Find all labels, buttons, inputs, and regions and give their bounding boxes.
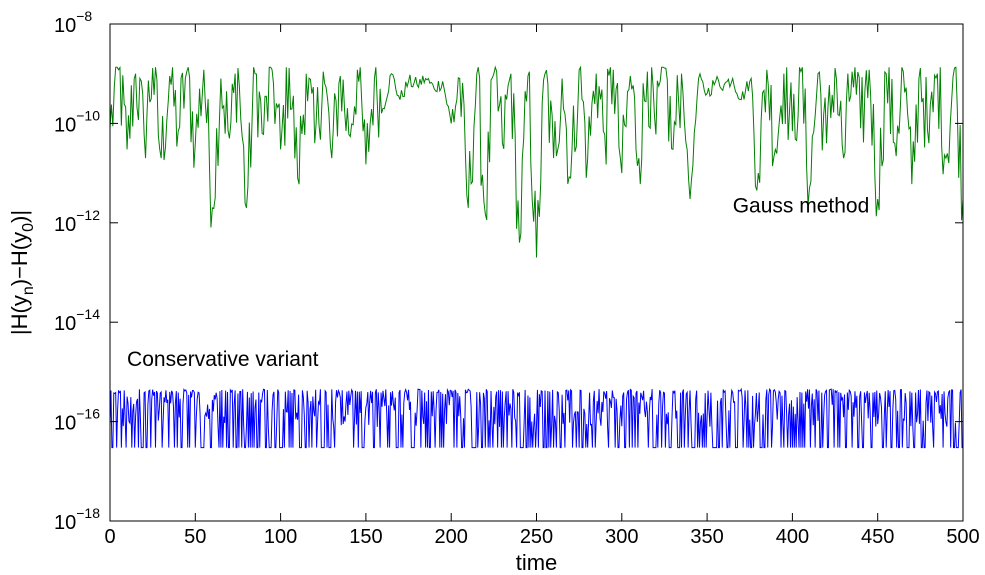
y-axis-label: |H(yn)−H(y0)| (7, 210, 37, 335)
x-tick-label: 250 (520, 526, 553, 548)
series-label-gauss: Gauss method (733, 195, 870, 218)
x-tick-label: 450 (861, 526, 894, 548)
y-tick-label: 10−18 (54, 505, 100, 534)
x-tick-label: 100 (264, 526, 297, 548)
x-tick-label: 50 (184, 526, 206, 548)
svg-text:|H(yn)−H(y0)|: |H(yn)−H(y0)| (7, 210, 37, 335)
x-tick-label: 500 (946, 526, 979, 548)
x-tick-label: 150 (349, 526, 382, 548)
x-axis-label: time (516, 550, 558, 575)
series-label-conservative: Conservative variant (127, 348, 319, 371)
y-tick-label: 10−14 (54, 306, 100, 335)
series-layer (109, 65, 964, 449)
y-tick-label: 10−12 (54, 207, 100, 236)
x-tick-label: 350 (690, 526, 723, 548)
x-tick-label: 300 (605, 526, 638, 548)
x-tick-label: 400 (776, 526, 809, 548)
x-ticks: 0 50 100 150 200 250 300 350 400 450 500 (104, 24, 980, 548)
y-tick-label: 10−10 (54, 107, 100, 136)
series-line-gauss (109, 65, 964, 258)
y-tick-label: 10−16 (54, 406, 100, 435)
series-line-conservative (109, 387, 963, 449)
x-tick-label: 0 (104, 526, 115, 548)
plot-background (110, 24, 963, 521)
x-tick-label: 200 (435, 526, 468, 548)
y-tick-label: 10−8 (54, 8, 92, 37)
